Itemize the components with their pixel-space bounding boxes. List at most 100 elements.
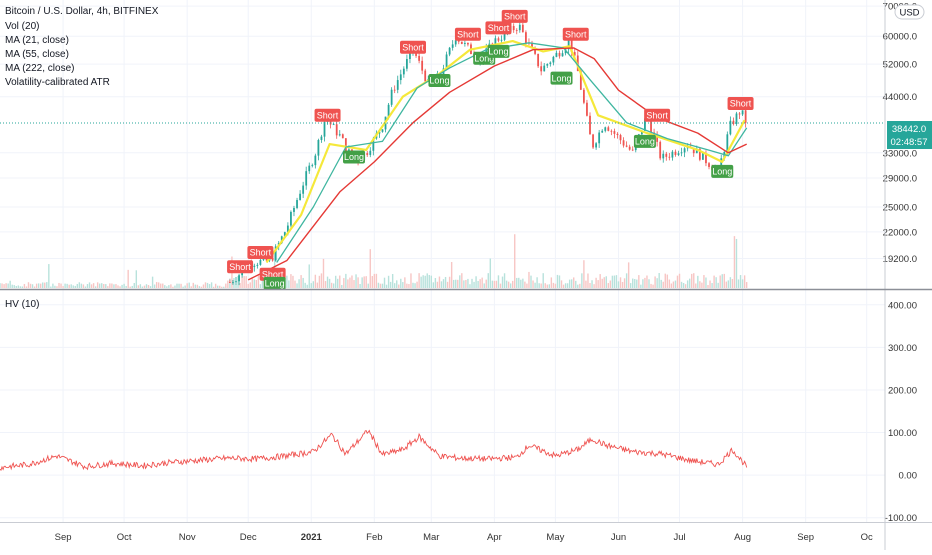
volume-bar [131,285,133,288]
signal-label: Short [730,99,752,109]
volume-bar [229,278,231,288]
volume-bar [670,283,673,288]
volume-bar [253,279,256,288]
candle-body [525,32,527,43]
candle-body [467,42,469,45]
volume-bar [308,264,310,288]
candle-body [546,64,549,66]
candle-body [555,52,558,57]
volume-bar [135,270,138,288]
volume-bar [463,280,465,288]
candle-body [677,153,680,155]
candle-body [299,193,301,201]
candle-body [601,130,604,133]
volume-bar [241,276,243,288]
volume-bar [359,283,361,288]
volume-bar [550,277,553,288]
volume-bar [495,280,498,288]
signal-label: Long [488,47,508,57]
signal-badge [314,108,341,122]
candle-body [500,39,503,41]
volume-bar [721,274,723,288]
candle-body [348,149,350,152]
price-tick-label: 19200.0 [883,254,917,265]
signal-badge [501,9,528,23]
volume-bar [316,282,319,288]
volume-bar [699,281,701,288]
volume-bar [693,273,695,288]
time-tick-label: Sep [55,532,72,543]
volume-bar [501,276,504,288]
volume-bar [556,274,559,288]
volume-bar [5,283,7,288]
time-tick-label: Dec [240,532,257,543]
volume-bar [125,285,127,288]
volume-bar [84,286,87,288]
price-tick-label: 60000.0 [883,32,917,43]
volume-bar [743,275,746,288]
volume-bar [713,275,715,288]
candle-body [393,89,396,91]
volume-bar [438,276,441,288]
volume-bar [638,275,640,288]
candle-body [424,70,427,82]
volume-bar [363,276,365,288]
hv-tick-label: 300.00 [888,343,917,354]
volume-bar [180,283,182,288]
signal-badges: ShortShortShortLongShortLongShortLongSho… [227,9,754,290]
signal-label: Long [552,73,572,83]
candle-body [558,52,561,57]
candle-body [421,60,424,71]
volume-bar [111,283,113,288]
candle-body [549,62,552,65]
volume-bar [676,275,679,288]
volume-bar [288,280,290,288]
candle-body [665,153,668,157]
candle-body [323,121,326,137]
volume-bar [330,282,333,288]
volume-bar [499,283,502,288]
candle-body [650,118,652,133]
volume-bar [695,283,697,288]
candle-body [735,113,738,125]
volume-bar [682,283,685,288]
candle-body [399,74,402,81]
currency-badge[interactable] [894,4,925,20]
volume-bar [396,280,398,288]
candle-body [232,282,234,283]
signal-badge [562,27,589,41]
candle-body [631,149,634,151]
volume-bar [121,284,123,288]
volume-bar [369,249,371,288]
volume-bar [723,273,725,288]
volume-bar [623,278,626,288]
volume-bar [80,283,83,288]
volume-bar [82,284,85,288]
hv-tick-label: -100.00 [885,513,917,524]
volume-bar [530,275,532,288]
volume-bar [357,277,359,288]
volume-bar [428,274,430,288]
volume-bar [35,283,38,288]
volume-bar [697,275,699,288]
candle-body [592,134,594,148]
volume-bar [548,284,551,288]
volume-bar [444,276,447,288]
volume-bar [656,278,658,288]
volume-bar [664,273,666,288]
volume-bar [733,236,736,288]
hv-series-line [0,429,748,472]
candle-body [726,134,729,152]
volume-bar [410,273,412,288]
candle-body [344,138,347,152]
volume-bar [448,276,451,288]
volume-bar [223,286,225,288]
volume-bar [21,286,24,288]
volume-bar [412,282,414,288]
volume-bar [741,279,744,288]
volume-bar [654,276,656,288]
volume-bar [619,277,622,288]
volume-bar [452,279,455,288]
volume-bar [64,283,66,288]
